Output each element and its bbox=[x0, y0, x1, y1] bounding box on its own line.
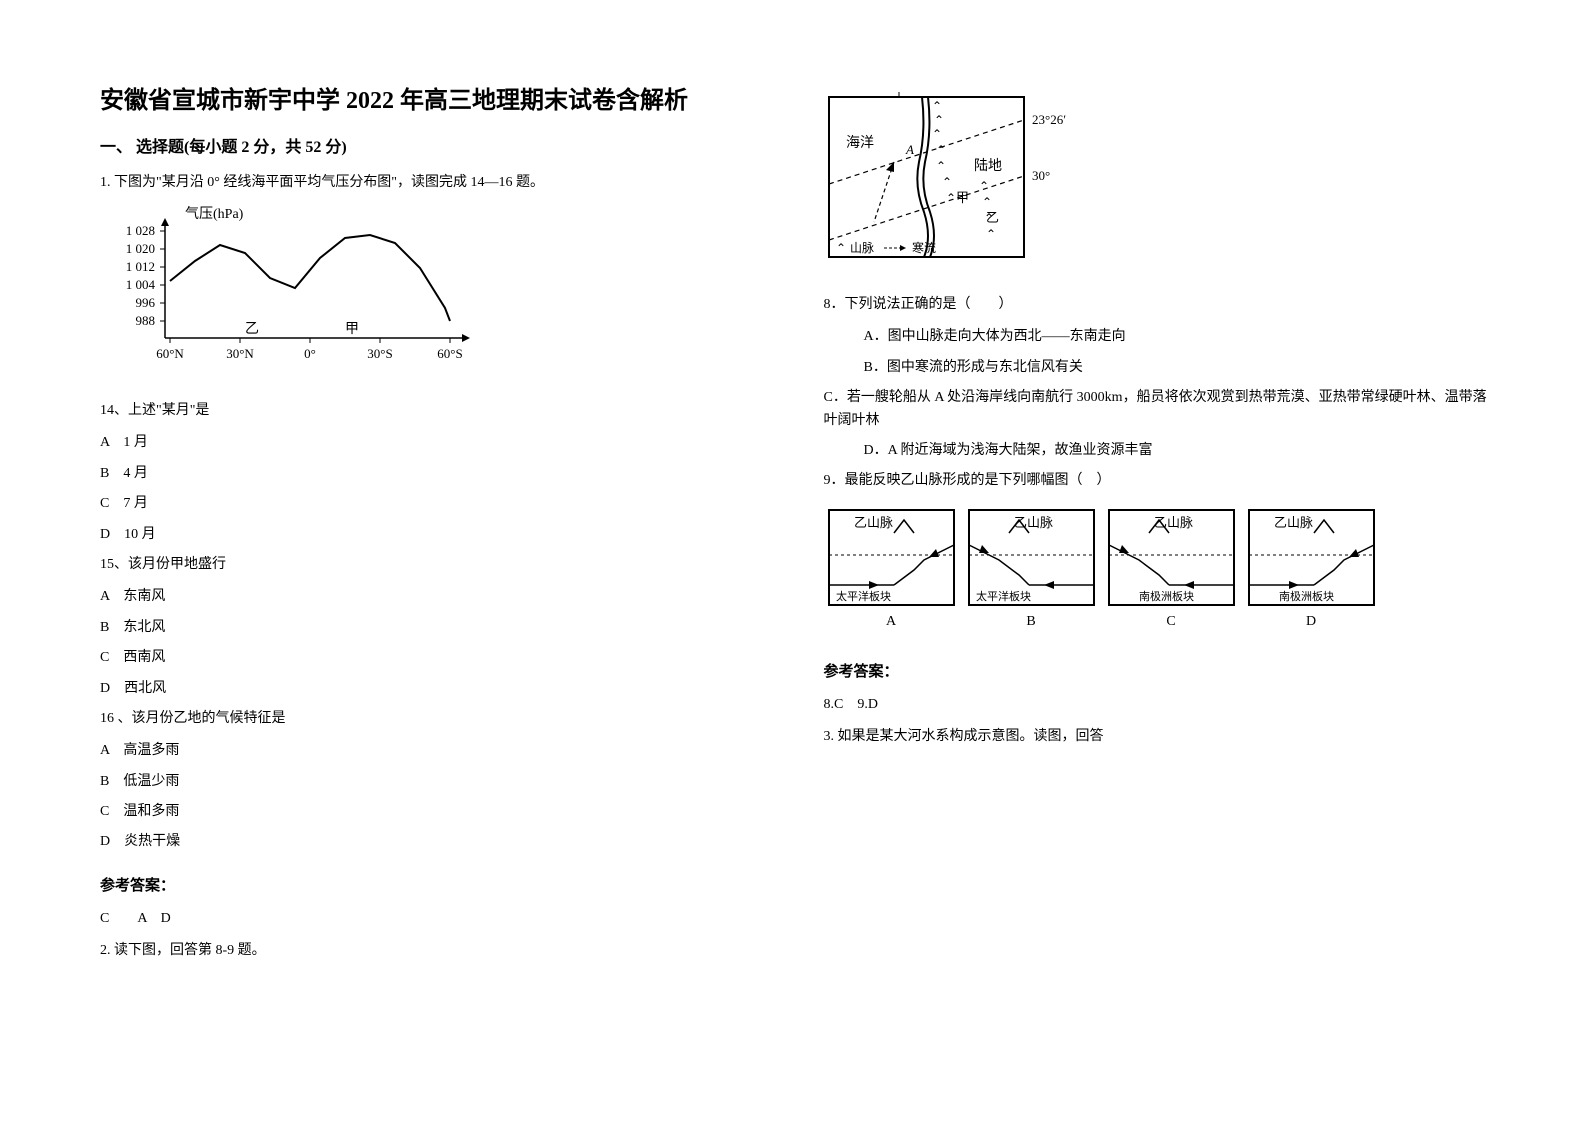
q8-option-a: A．图中山脉走向大体为西北——东南走向 bbox=[824, 326, 1488, 348]
q15-option-c: C 西南风 bbox=[100, 647, 764, 669]
mountain-icon: ⌃ bbox=[936, 143, 946, 157]
q8-option-b: B．图中寒流的形成与东北信风有关 bbox=[824, 357, 1488, 379]
q1-intro: 1. 下图为"某月沿 0° 经线海平面平均气压分布图"，读图完成 14—16 题… bbox=[100, 171, 764, 191]
q3-intro: 3. 如果是某大河水系构成示意图。读图，回答 bbox=[824, 725, 1488, 745]
pressure-chart: 气压(hPa) 1 028 1 020 1 012 1 004 996 988 bbox=[100, 203, 764, 388]
y-arrow-icon bbox=[161, 218, 169, 226]
diag-bottom-label: 南极洲板块 bbox=[1279, 589, 1334, 603]
ocean-label: 海洋 bbox=[846, 135, 874, 151]
y-tick: 1 020 bbox=[126, 241, 155, 256]
diag-bottom-label: 太平洋板块 bbox=[836, 589, 891, 603]
legend-mountain-label: 山脉 bbox=[850, 240, 874, 255]
q2-answer: 8.C 9.D bbox=[824, 693, 1488, 713]
q15-option-b: B 东北风 bbox=[100, 617, 764, 639]
legend-mountain-icon: ⌃ bbox=[836, 241, 846, 255]
lat1-label: 23°26′ bbox=[1032, 112, 1066, 127]
x-tick: 30°N bbox=[226, 346, 254, 361]
q14: 14、上述"某月"是 bbox=[100, 400, 764, 422]
q9: 9．最能反映乙山脉形成的是下列哪幅图（ ） bbox=[824, 470, 1488, 492]
diag-letter: D bbox=[1305, 614, 1315, 629]
q2-intro: 2. 读下图，回答第 8-9 题。 bbox=[100, 939, 764, 959]
plate-diagrams-svg: 乙山脉 太平洋板块 A 乙山脉 bbox=[824, 505, 1384, 635]
mountain-icon: ⌃ bbox=[979, 179, 989, 193]
diag-top-label: 乙山脉 bbox=[1274, 515, 1313, 530]
x-tick: 60°N bbox=[156, 346, 184, 361]
mountain-icon: ⌃ bbox=[946, 191, 956, 205]
map-figure: 70° 23°26′ 30° 海洋 陆地 A 甲 乙 ⌃ ⌃ ⌃ ⌃ ⌃ ⌃ bbox=[824, 92, 1488, 282]
x-tick: 30°S bbox=[367, 346, 392, 361]
q1-answer-heading: 参考答案： bbox=[100, 874, 764, 895]
q15: 15、该月份甲地盛行 bbox=[100, 554, 764, 576]
y-tick: 1 012 bbox=[126, 259, 155, 274]
diag-letter: B bbox=[1026, 614, 1035, 629]
diag-letter: A bbox=[885, 614, 896, 629]
land-label: 陆地 bbox=[974, 158, 1002, 174]
y-tick: 1 028 bbox=[126, 223, 155, 238]
jia-label: 甲 bbox=[956, 190, 969, 205]
diag-top-label: 乙山脉 bbox=[854, 515, 893, 530]
q8-option-d: D．A 附近海域为浅海大陆架，故渔业资源丰富 bbox=[824, 440, 1488, 462]
q16: 16 、该月份乙地的气候特征是 bbox=[100, 708, 764, 730]
pressure-chart-svg: 气压(hPa) 1 028 1 020 1 012 1 004 996 988 bbox=[100, 203, 500, 383]
lat2-label: 30° bbox=[1032, 168, 1050, 183]
diag-bottom-label: 太平洋板块 bbox=[976, 589, 1031, 603]
q8-option-c: C．若一艘轮船从 A 处沿海岸线向南航行 3000km，船员将依次观赏到热带荒漠… bbox=[824, 387, 1488, 432]
mountain-icon: ⌃ bbox=[986, 227, 996, 241]
q2-answer-heading: 参考答案： bbox=[824, 660, 1488, 681]
legend-arrow-icon bbox=[900, 245, 906, 251]
doc-title: 安徽省宣城市新宇中学 2022 年高三地理期末试卷含解析 bbox=[100, 80, 764, 115]
q14-option-a: A 1 月 bbox=[100, 432, 764, 454]
section-1-heading: 一、 选择题(每小题 2 分，共 52 分) bbox=[100, 133, 764, 157]
y-tick: 1 004 bbox=[126, 277, 156, 292]
label-jia: 甲 bbox=[345, 322, 359, 337]
q16-option-a: A 高温多雨 bbox=[100, 740, 764, 762]
x-arrow-icon bbox=[462, 334, 470, 342]
q14-option-b: B 4 月 bbox=[100, 463, 764, 485]
x-tick: 0° bbox=[304, 346, 316, 361]
y-axis-label: 气压(hPa) bbox=[185, 206, 244, 222]
right-column: 70° 23°26′ 30° 海洋 陆地 A 甲 乙 ⌃ ⌃ ⌃ ⌃ ⌃ ⌃ bbox=[824, 80, 1488, 1042]
diagram-a: 乙山脉 太平洋板块 A bbox=[829, 510, 954, 629]
mountain-icon: ⌃ bbox=[984, 211, 994, 225]
q14-option-d: D 10 月 bbox=[100, 524, 764, 546]
x-tick: 60°S bbox=[437, 346, 462, 361]
plate-diagrams: 乙山脉 太平洋板块 A 乙山脉 bbox=[824, 505, 1488, 640]
mountain-icon: ⌃ bbox=[934, 113, 944, 127]
pressure-curve bbox=[170, 235, 450, 321]
q16-option-b: B 低温少雨 bbox=[100, 771, 764, 793]
q16-option-d: D 炎热干燥 bbox=[100, 831, 764, 853]
diag-bottom-label: 南极洲板块 bbox=[1139, 589, 1194, 603]
q8: 8．下列说法正确的是（ ） bbox=[824, 294, 1488, 316]
mountain-icon: ⌃ bbox=[942, 175, 952, 189]
diag-top-label: 乙山脉 bbox=[1154, 515, 1193, 530]
legend-current-label: 寒流 bbox=[912, 240, 936, 255]
y-tick: 988 bbox=[136, 313, 156, 328]
map-svg: 70° 23°26′ 30° 海洋 陆地 A 甲 乙 ⌃ ⌃ ⌃ ⌃ ⌃ ⌃ bbox=[824, 92, 1114, 277]
q1-answer: C A D bbox=[100, 907, 764, 927]
mountain-icon: ⌃ bbox=[982, 195, 992, 209]
left-column: 安徽省宣城市新宇中学 2022 年高三地理期末试卷含解析 一、 选择题(每小题 … bbox=[100, 80, 764, 1042]
q15-option-a: A 东南风 bbox=[100, 586, 764, 608]
mountain-icon: ⌃ bbox=[932, 99, 942, 113]
diagram-c: 乙山脉 南极洲板块 C bbox=[1109, 510, 1234, 629]
a-label: A bbox=[905, 142, 914, 157]
diag-letter: C bbox=[1166, 614, 1175, 629]
mountain-icon: ⌃ bbox=[932, 127, 942, 141]
q15-option-d: D 西北风 bbox=[100, 678, 764, 700]
mountain-icon: ⌃ bbox=[936, 159, 946, 173]
diag-top-label: 乙山脉 bbox=[1014, 515, 1053, 530]
diagram-d: 乙山脉 南极洲板块 D bbox=[1249, 510, 1374, 629]
y-tick: 996 bbox=[136, 295, 156, 310]
label-yi: 乙 bbox=[245, 321, 259, 337]
diagram-b: 乙山脉 太平洋板块 B bbox=[969, 510, 1094, 629]
q16-option-c: C 温和多雨 bbox=[100, 801, 764, 823]
q14-option-c: C 7 月 bbox=[100, 493, 764, 515]
